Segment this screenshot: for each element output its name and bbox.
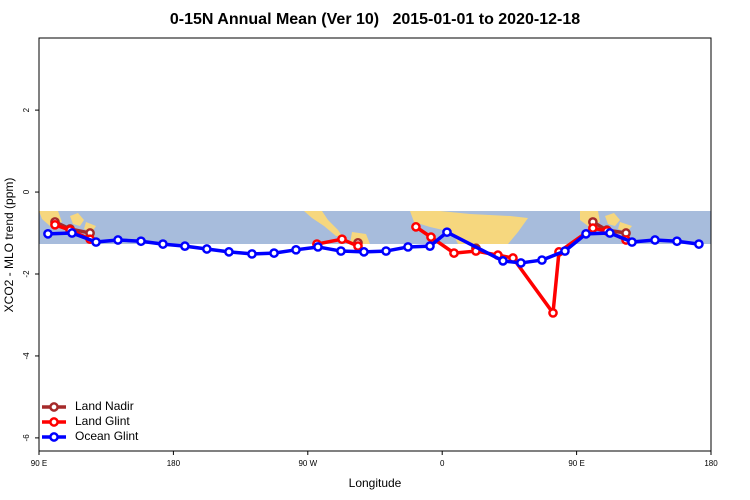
point: [247, 249, 257, 259]
point: [411, 222, 421, 232]
y-tick-label: 0: [22, 189, 31, 194]
x-tick-label: 180: [167, 459, 181, 468]
y-tick-label: -2: [22, 270, 31, 278]
point: [516, 258, 526, 268]
legend-marker: [49, 417, 59, 427]
point: [605, 228, 615, 238]
point: [353, 241, 363, 251]
legend-marker: [49, 432, 59, 442]
point: [442, 227, 452, 238]
point: [113, 235, 123, 245]
x-tick-label: 180: [704, 459, 718, 468]
x-axis-label: Longitude: [349, 476, 402, 490]
y-tick-label: 2: [22, 107, 31, 112]
point: [449, 248, 459, 258]
point: [336, 246, 346, 256]
point: [694, 239, 704, 249]
x-tick-label: 0: [440, 459, 445, 468]
point: [560, 246, 570, 256]
point: [426, 232, 436, 242]
point: [43, 228, 53, 239]
point: [269, 248, 279, 258]
point: [158, 239, 168, 249]
point: [381, 246, 391, 256]
x-tick-label: 90 E: [31, 459, 47, 468]
legend-label: Ocean Glint: [75, 429, 139, 443]
point: [313, 242, 323, 252]
point: [91, 237, 101, 247]
point: [627, 237, 637, 247]
point: [224, 247, 234, 257]
y-tick-label: -4: [22, 352, 31, 360]
point: [67, 228, 77, 238]
y-axis-label: XCO2 - MLO trend (ppm): [2, 178, 16, 313]
point: [136, 236, 146, 247]
point: [425, 241, 435, 251]
point: [672, 236, 682, 247]
point: [180, 241, 190, 251]
land: [304, 211, 342, 236]
x-tick-label: 90 W: [298, 459, 317, 468]
point: [650, 235, 660, 245]
legend-label: Land Nadir: [75, 399, 134, 413]
y-tick-label: -6: [22, 434, 31, 442]
point: [202, 244, 212, 254]
point: [498, 256, 508, 266]
plot-frame: [38, 37, 712, 452]
point: [403, 242, 413, 252]
point: [337, 234, 347, 245]
chart-title: 0-15N Annual Mean (Ver 10) 2015-01-01 to…: [170, 11, 580, 28]
legend-marker: [49, 402, 59, 412]
land: [605, 213, 632, 232]
point: [359, 247, 369, 257]
point: [588, 223, 598, 233]
land: [70, 213, 96, 232]
land: [410, 211, 528, 244]
point: [581, 228, 591, 239]
point: [537, 255, 547, 265]
legend-label: Land Glint: [75, 414, 130, 428]
point: [548, 308, 558, 318]
point: [291, 244, 301, 255]
point: [50, 219, 60, 230]
x-tick-label: 90 E: [568, 459, 584, 468]
